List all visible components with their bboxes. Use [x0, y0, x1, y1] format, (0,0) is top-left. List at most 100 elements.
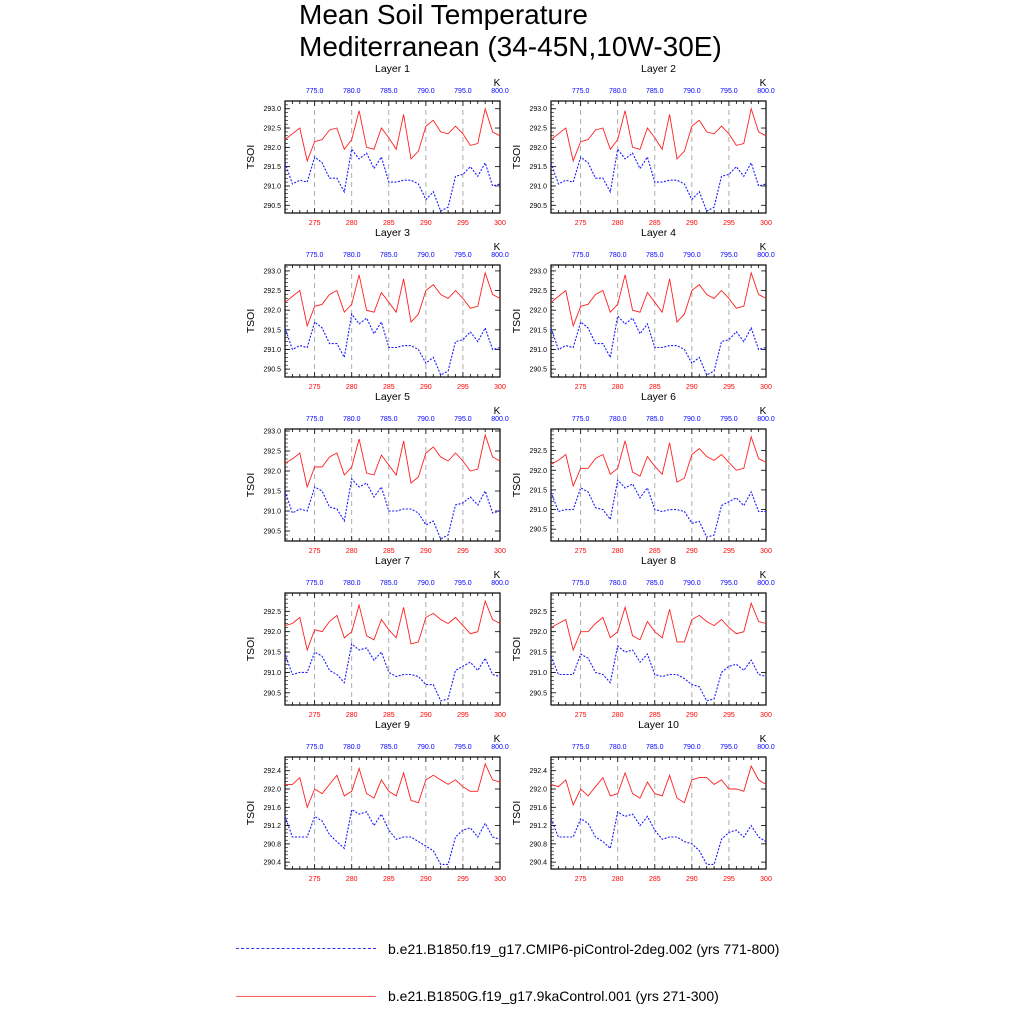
series-control-line	[550, 644, 767, 702]
y-tick-label: 291.0	[263, 509, 281, 516]
bottom-tick-label: 285	[649, 548, 661, 555]
bottom-tick-label: 280	[612, 384, 624, 391]
y-axis-label: TSOI	[245, 309, 257, 334]
y-tick-label: 292.5	[529, 448, 547, 455]
panel-layer-1: Layer 1 K TSOI 275 280 285 290 295 300 775.0 780.0…	[245, 63, 509, 227]
y-tick-label: 292.5	[263, 126, 281, 133]
bottom-tick-label: 295	[457, 712, 469, 719]
bottom-tick-label: 300	[494, 548, 506, 555]
bottom-tick-label: 280	[346, 548, 358, 555]
bottom-tick-label: 300	[494, 384, 506, 391]
bottom-tick-label: 300	[494, 876, 506, 883]
bottom-tick-label: 295	[723, 384, 735, 391]
y-tick-label: 291.0	[263, 670, 281, 677]
plot-frame	[284, 756, 501, 870]
panel-title: Layer 6	[641, 391, 676, 403]
top-tick-label: 785.0	[646, 744, 664, 751]
bottom-tick-label: 295	[457, 548, 469, 555]
top-tick-label: 790.0	[417, 416, 435, 423]
bottom-tick-label: 285	[383, 220, 395, 227]
y-tick-label: 291.5	[529, 487, 547, 494]
top-tick-label: 785.0	[380, 88, 398, 95]
plot-frame	[284, 592, 501, 706]
top-axis-unit: K	[760, 406, 767, 417]
top-tick-label: 795.0	[454, 252, 472, 259]
top-tick-label: 790.0	[683, 416, 701, 423]
top-tick-label: 780.0	[609, 88, 627, 95]
series-nineka-line	[550, 435, 767, 488]
top-axis-unit: K	[760, 78, 767, 89]
y-tick-label: 292.5	[529, 609, 547, 616]
series-nineka-line	[284, 433, 501, 489]
bottom-tick-label: 280	[612, 548, 624, 555]
panel-title: Layer 4	[641, 227, 676, 239]
series-nineka-line	[550, 601, 767, 652]
y-tick-label: 290.5	[529, 527, 547, 534]
y-tick-label: 291.0	[263, 183, 281, 190]
series-control-line	[550, 314, 767, 376]
top-tick-label: 795.0	[454, 416, 472, 423]
plot-frame	[284, 428, 501, 542]
plot-frame	[284, 264, 501, 378]
y-tick-label: 291.0	[529, 183, 547, 190]
top-tick-label: 775.0	[572, 580, 590, 587]
bottom-tick-label: 280	[612, 712, 624, 719]
y-tick-label: 290.5	[529, 690, 547, 697]
top-tick-label: 780.0	[343, 744, 361, 751]
top-tick-label: 775.0	[306, 88, 324, 95]
series-control-line	[550, 811, 767, 865]
top-tick-label: 790.0	[683, 88, 701, 95]
top-tick-label: 790.0	[683, 252, 701, 259]
top-axis-unit: K	[494, 242, 501, 253]
top-tick-label: 785.0	[380, 580, 398, 587]
top-tick-label: 795.0	[720, 744, 738, 751]
bottom-tick-label: 295	[457, 876, 469, 883]
y-tick-label: 292.5	[263, 288, 281, 295]
top-tick-label: 795.0	[454, 580, 472, 587]
bottom-tick-label: 285	[649, 220, 661, 227]
legend-control-label: b.e21.B1850.f19_g17.CMIP6-piControl-2deg…	[388, 941, 780, 957]
series-nineka-line	[550, 271, 767, 328]
bottom-tick-label: 295	[457, 220, 469, 227]
top-tick-label: 780.0	[609, 744, 627, 751]
top-tick-label: 795.0	[720, 252, 738, 259]
series-nineka-line	[285, 762, 501, 809]
series-control-line	[284, 147, 501, 212]
plot-frame	[550, 264, 767, 378]
top-tick-label: 790.0	[417, 252, 435, 259]
top-tick-label: 785.0	[380, 416, 398, 423]
y-tick-label: 293.0	[263, 429, 281, 436]
series-nineka-line	[284, 271, 501, 328]
top-tick-label: 790.0	[417, 744, 435, 751]
bottom-tick-label: 290	[686, 548, 698, 555]
y-tick-label: 292.0	[529, 468, 547, 475]
top-tick-label: 785.0	[646, 580, 664, 587]
panel-title: Layer 1	[375, 63, 410, 75]
top-tick-label: 790.0	[683, 744, 701, 751]
top-tick-label: 790.0	[417, 580, 435, 587]
bottom-tick-label: 290	[420, 712, 432, 719]
bottom-tick-label: 285	[649, 712, 661, 719]
top-tick-label: 800.0	[491, 580, 509, 587]
y-tick-label: 291.5	[263, 327, 281, 334]
legend-nineka-label: b.e21.B1850G.f19_g17.9kaControl.001 (yrs…	[388, 988, 719, 1004]
panel-layer-4: Layer 4 K TSOI 275 280 285 290 295 300 775.0 780.0…	[511, 227, 775, 391]
y-tick-label: 290.5	[529, 203, 547, 210]
y-tick-label: 292.0	[263, 629, 281, 636]
bottom-tick-label: 300	[760, 220, 772, 227]
plot-frame	[284, 100, 501, 214]
top-tick-label: 775.0	[572, 416, 590, 423]
y-axis-label: TSOI	[245, 145, 257, 170]
bottom-tick-label: 280	[612, 220, 624, 227]
bottom-tick-label: 290	[686, 876, 698, 883]
bottom-tick-label: 285	[383, 712, 395, 719]
panel-title: Layer 5	[375, 391, 410, 403]
top-axis-unit: K	[494, 78, 501, 89]
y-tick-label: 292.0	[263, 308, 281, 315]
top-tick-label: 795.0	[720, 416, 738, 423]
bottom-tick-label: 285	[649, 876, 661, 883]
y-axis-label: TSOI	[245, 637, 257, 662]
series-nineka-line	[284, 599, 501, 652]
